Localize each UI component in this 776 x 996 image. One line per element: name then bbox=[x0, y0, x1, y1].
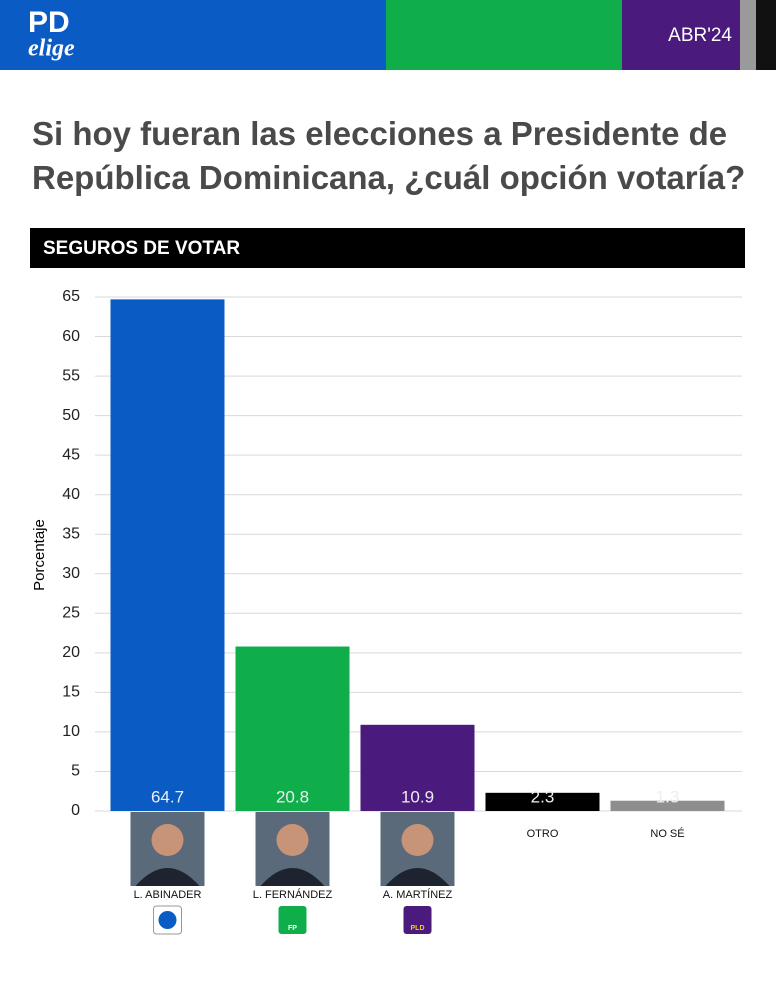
header-band bbox=[756, 0, 776, 70]
header-band bbox=[622, 0, 740, 70]
x-tick-label: A. MARTÍNEZ bbox=[383, 888, 453, 901]
chart-subtitle: SEGUROS DE VOTAR bbox=[43, 238, 240, 259]
bar bbox=[610, 800, 725, 811]
y-tick-label: 25 bbox=[62, 605, 80, 622]
x-tick-label: NO SÉ bbox=[650, 827, 684, 840]
candidate-face bbox=[401, 824, 434, 856]
header-band bbox=[0, 0, 386, 70]
y-tick-label: 50 bbox=[62, 407, 80, 424]
logo-sub: elige bbox=[28, 36, 75, 62]
y-tick-label: 5 bbox=[71, 763, 80, 780]
header-band bbox=[386, 0, 622, 70]
party-logo-label: PLD bbox=[411, 925, 425, 932]
value-label: 2.3 bbox=[531, 787, 555, 806]
bar bbox=[485, 792, 600, 811]
header-band bbox=[740, 0, 756, 70]
bar bbox=[360, 724, 475, 811]
logo: PD bbox=[28, 6, 70, 39]
y-tick-label: 15 bbox=[62, 684, 80, 701]
y-tick-label: 30 bbox=[62, 565, 80, 582]
y-tick-label: 0 bbox=[71, 802, 80, 819]
y-tick-label: 45 bbox=[62, 446, 80, 463]
y-tick-label: 55 bbox=[62, 367, 80, 384]
y-tick-label: 35 bbox=[62, 525, 80, 542]
candidate-suit bbox=[385, 868, 450, 886]
party-logo bbox=[278, 906, 307, 934]
value-label: 10.9 bbox=[401, 787, 434, 806]
x-tick-label: OTRO bbox=[527, 828, 559, 840]
value-label: 64.7 bbox=[151, 787, 184, 806]
y-tick-label: 20 bbox=[62, 644, 80, 661]
party-logo-mark bbox=[158, 911, 177, 929]
y-tick-label: 65 bbox=[62, 288, 80, 305]
y-axis-label: Porcentaje bbox=[31, 519, 48, 591]
x-tick-label: L. ABINADER bbox=[134, 889, 202, 901]
value-label: 20.8 bbox=[276, 787, 309, 806]
y-tick-label: 40 bbox=[62, 486, 80, 503]
candidate-suit bbox=[260, 868, 325, 886]
y-tick-label: 60 bbox=[62, 328, 80, 345]
value-label: 1.3 bbox=[656, 787, 680, 806]
chart-title: Si hoy fueran las elecciones a President… bbox=[32, 115, 745, 196]
bar bbox=[110, 299, 225, 811]
bar bbox=[235, 646, 350, 811]
party-logo bbox=[403, 906, 432, 934]
candidate-face bbox=[276, 824, 309, 856]
candidate-suit bbox=[135, 868, 200, 886]
party-logo-label: FP bbox=[288, 925, 297, 932]
y-tick-label: 10 bbox=[62, 723, 80, 740]
date: ABR'24 bbox=[668, 25, 732, 46]
candidate-face bbox=[151, 824, 184, 856]
subtitle-band bbox=[30, 228, 745, 268]
x-tick-label: L. FERNÁNDEZ bbox=[253, 888, 333, 901]
